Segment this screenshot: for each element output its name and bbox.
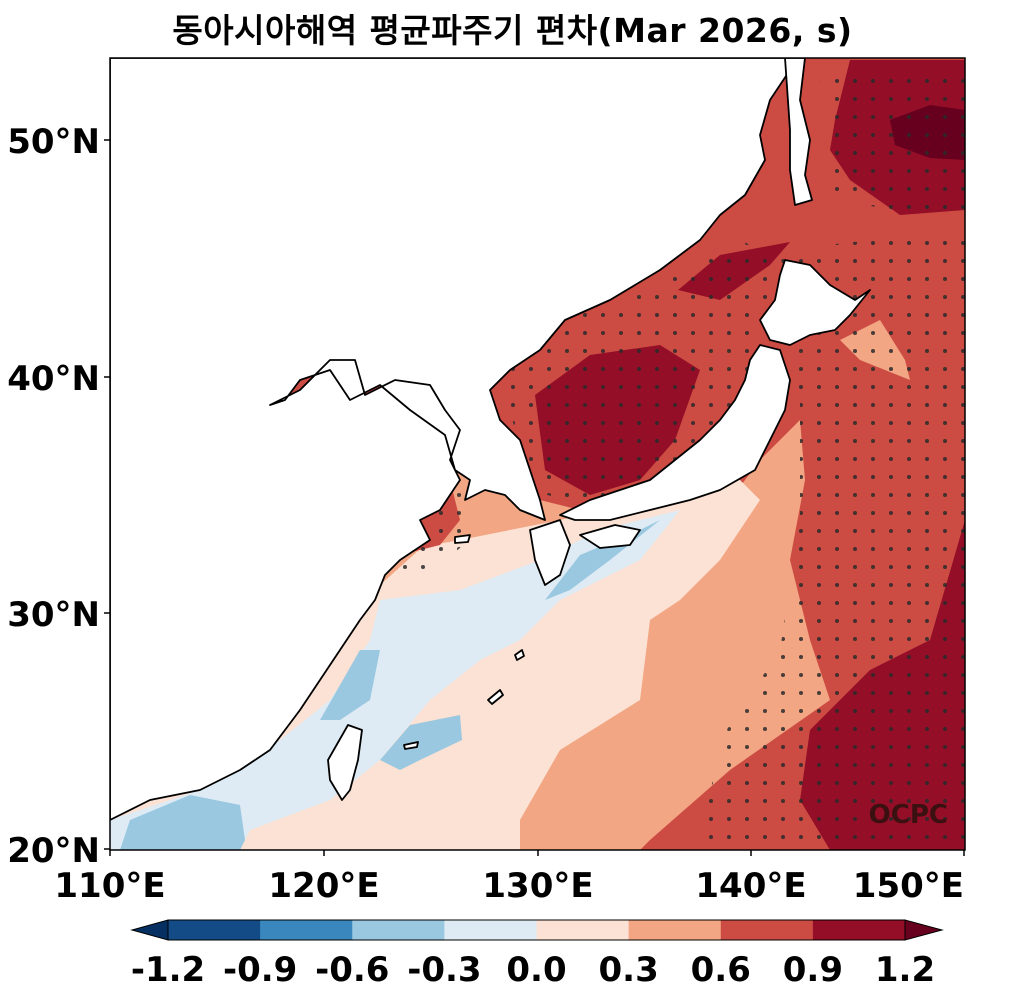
amami — [514, 649, 525, 661]
lat-tick-50: 50°N — [7, 122, 100, 162]
colorbar-ticks: -1.2 -0.9 -0.6 -0.3 0.0 0.3 0.6 0.9 1.2 — [131, 950, 935, 990]
colorbar-segment — [720, 920, 814, 940]
lat-axis: 50°N 40°N 30°N 20°N — [7, 122, 110, 871]
lon-tick-130: 130°E — [482, 866, 593, 906]
colorbar-tick-label: 0.0 — [506, 950, 566, 990]
colorbar-extend-low — [130, 919, 169, 941]
colorbar-tick-label: -0.3 — [407, 950, 481, 990]
colorbar-tick-label: -0.9 — [223, 950, 297, 990]
jeju — [454, 534, 471, 544]
colorbar-segment — [352, 920, 445, 940]
colorbar-tick-label: -1.2 — [131, 950, 205, 990]
land — [110, 58, 871, 821]
colorbar-tick-label: 0.6 — [691, 950, 751, 990]
patch-neg-south-china — [120, 795, 245, 850]
stipple-okhotsk — [820, 65, 965, 220]
honshu — [559, 344, 791, 521]
kyushu — [529, 519, 571, 586]
taiwan — [327, 724, 363, 801]
colorbar-outline — [167, 919, 906, 941]
colorbar-tick-label: 1.2 — [875, 950, 935, 990]
lon-axis: 110°E 120°E 130°E 140°E 150°E — [54, 850, 965, 906]
lon-tick-120: 120°E — [268, 866, 379, 906]
ishigaki — [403, 741, 419, 750]
colorbar-segment — [444, 920, 537, 940]
band-neg0.3-0.0 — [110, 510, 680, 850]
lat-tick-30: 30°N — [7, 595, 100, 635]
lat-tick-40: 40°N — [7, 359, 100, 399]
shikoku — [579, 524, 641, 549]
ocpc-credit: OCPC — [869, 800, 948, 830]
map-title: 동아시아해역 평균파주기 편차(Mar 2026, s) — [172, 11, 853, 50]
patch-neg-taiwan — [380, 715, 462, 770]
okinawa — [487, 689, 504, 705]
colorbar-extend-high — [904, 919, 944, 941]
anomaly-field — [110, 58, 965, 850]
colorbar-segment — [812, 920, 906, 940]
hokkaido — [759, 259, 871, 346]
lon-tick-140: 140°E — [695, 866, 806, 906]
stipple-east — [700, 230, 965, 850]
lon-tick-110: 110°E — [54, 866, 165, 906]
colorbar-tick-label: 0.9 — [783, 950, 843, 990]
colorbar-segment — [168, 920, 261, 940]
colorbar-tick-label: -0.6 — [315, 950, 389, 990]
sakhalin — [784, 58, 813, 206]
mainland-asia — [110, 58, 791, 821]
colorbar-segment — [536, 920, 630, 940]
lon-tick-150: 150°E — [853, 866, 964, 906]
lat-tick-20: 20°N — [7, 831, 100, 871]
colorbar-tick-label: 0.3 — [599, 950, 659, 990]
colorbar-segment — [260, 920, 353, 940]
colorbar-segment — [628, 920, 722, 940]
colorbar — [130, 919, 944, 941]
patch-neg-east-china — [320, 650, 380, 720]
